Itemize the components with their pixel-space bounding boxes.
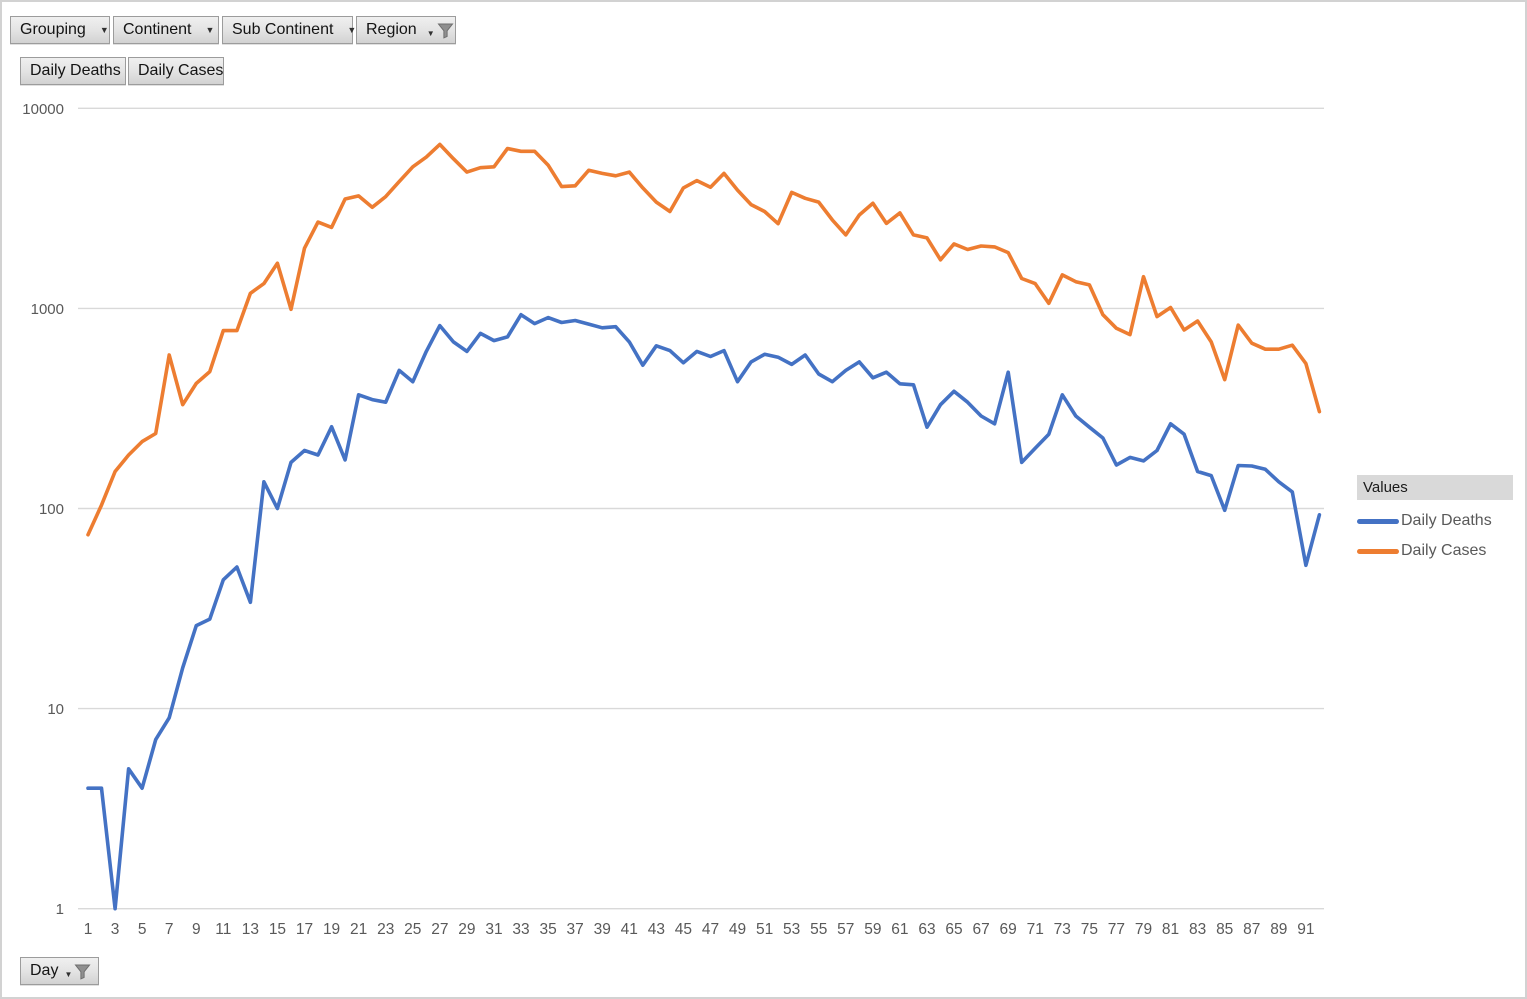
x-axis-tick-label: 29 <box>458 921 475 938</box>
x-axis-tick-label: 21 <box>350 921 367 938</box>
x-axis-tick-label: 35 <box>539 921 556 938</box>
x-axis-tick-label: 51 <box>756 921 773 938</box>
chevron-down-icon <box>100 26 109 35</box>
x-axis-tick-label: 89 <box>1270 921 1287 938</box>
x-axis-tick-label: 5 <box>138 921 147 938</box>
x-axis-tick-label: 85 <box>1216 921 1233 938</box>
x-axis-tick-label: 65 <box>945 921 962 938</box>
filter-button-label: Continent <box>123 21 192 38</box>
series-button-label: Daily Deaths <box>30 62 121 79</box>
filter-button-label: Grouping <box>20 21 86 38</box>
y-axis-tick-label: 100 <box>39 501 64 518</box>
x-axis-tick-label: 67 <box>972 921 989 938</box>
series-button-daily-deaths[interactable]: Daily Deaths <box>20 57 126 85</box>
chevron-down-icon <box>427 30 435 38</box>
x-axis-tick-label: 17 <box>296 921 313 938</box>
x-axis-tick-label: 83 <box>1189 921 1206 938</box>
x-axis-tick-label: 69 <box>1000 921 1017 938</box>
series-line-daily-cases[interactable] <box>86 142 1322 537</box>
filter-button-label: Region <box>366 21 417 38</box>
x-axis-tick-label: 9 <box>192 921 201 938</box>
x-axis-tick-label: 3 <box>111 921 120 938</box>
x-axis-tick-label: 63 <box>918 921 935 938</box>
chevron-down-icon <box>347 26 356 35</box>
x-axis-tick-label: 1 <box>84 921 93 938</box>
x-axis-tick-label: 13 <box>242 921 259 938</box>
filter-funnel-icon <box>437 22 454 39</box>
series-button-daily-cases[interactable]: Daily Cases <box>128 57 224 85</box>
x-axis-tick-label: 23 <box>377 921 394 938</box>
x-axis-tick-label: 27 <box>431 921 448 938</box>
legend-item-label: Daily Cases <box>1401 542 1487 559</box>
x-axis-tick-label: 41 <box>621 921 638 938</box>
series-button-label: Daily Cases <box>138 62 224 79</box>
filter-button-grouping[interactable]: Grouping <box>10 16 110 44</box>
x-axis-tick-label: 39 <box>594 921 611 938</box>
x-axis-tick-label: 49 <box>729 921 746 938</box>
x-axis-tick-label: 47 <box>702 921 719 938</box>
x-axis-tick-label: 45 <box>675 921 692 938</box>
y-axis-tick-label: 1000 <box>31 301 64 318</box>
filter-button-label: Sub Continent <box>232 21 334 38</box>
series-line-daily-deaths[interactable] <box>86 312 1322 911</box>
legend-item-daily-deaths[interactable]: Daily Deaths <box>1357 509 1513 533</box>
y-axis-tick-label: 10 <box>47 701 64 718</box>
x-axis-tick-label: 87 <box>1243 921 1260 938</box>
x-axis-tick-label: 37 <box>567 921 584 938</box>
x-axis-tick-label: 7 <box>165 921 174 938</box>
x-axis-tick-label: 81 <box>1162 921 1179 938</box>
x-axis-tick-label: 75 <box>1081 921 1098 938</box>
x-axis-tick-label: 91 <box>1297 921 1314 938</box>
x-axis-tick-label: 79 <box>1135 921 1152 938</box>
filter-button-region[interactable]: Region <box>356 16 456 44</box>
x-axis-tick-label: 73 <box>1054 921 1071 938</box>
x-axis-tick-label: 25 <box>404 921 421 938</box>
x-axis-tick-label: 15 <box>269 921 286 938</box>
x-axis-tick-label: 55 <box>810 921 827 938</box>
x-axis-tick-label: 71 <box>1027 921 1044 938</box>
y-axis-tick-label: 1 <box>56 901 64 918</box>
x-axis-tick-label: 61 <box>891 921 908 938</box>
legend-title: Values <box>1357 475 1513 500</box>
x-axis-tick-label: 19 <box>323 921 340 938</box>
daily-cases-line-swatch <box>1357 548 1399 554</box>
chevron-down-icon <box>64 971 72 979</box>
axis-button-label: Day <box>30 962 59 979</box>
legend-item-label: Daily Deaths <box>1401 512 1492 529</box>
x-axis-tick-label: 31 <box>485 921 502 938</box>
x-axis-tick-label: 43 <box>648 921 665 938</box>
filter-funnel-icon <box>74 963 91 980</box>
x-axis-tick-label: 53 <box>783 921 800 938</box>
x-axis-tick-label: 57 <box>837 921 854 938</box>
filter-button-sub-continent[interactable]: Sub Continent <box>222 16 353 44</box>
chevron-down-icon <box>206 26 215 35</box>
daily-deaths-line-swatch <box>1357 518 1399 524</box>
legend-item-daily-cases[interactable]: Daily Cases <box>1357 539 1513 563</box>
axis-button-day[interactable]: Day <box>20 957 99 985</box>
chart-legend: Values Daily Deaths Daily Cases <box>1357 475 1513 563</box>
x-axis-tick-label: 11 <box>215 921 231 938</box>
filter-button-continent[interactable]: Continent <box>113 16 219 44</box>
y-axis-tick-label: 10000 <box>22 101 64 118</box>
x-axis-tick-label: 59 <box>864 921 881 938</box>
x-axis-tick-label: 77 <box>1108 921 1125 938</box>
x-axis-tick-label: 33 <box>512 921 529 938</box>
